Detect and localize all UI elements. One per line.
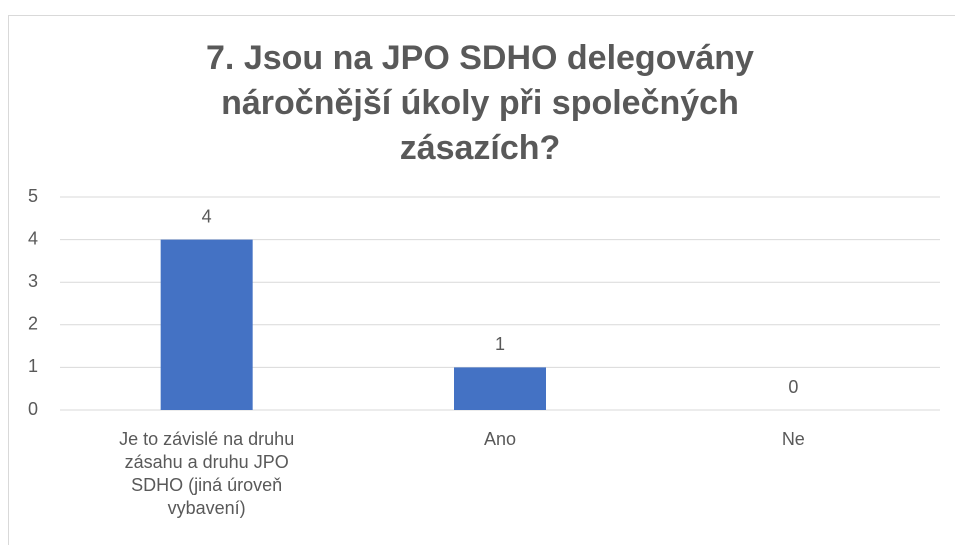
chart-frame — [8, 15, 955, 545]
data-label: 4 — [202, 206, 212, 226]
data-label: 1 — [495, 334, 505, 354]
chart-title: 7. Jsou na JPO SDHO delegovány náročnějš… — [206, 39, 754, 167]
bar — [454, 367, 546, 410]
x-tick-label: Je to závislé na druhu zásahu a druhu JP… — [119, 429, 295, 518]
y-tick-label: 5 — [28, 186, 38, 206]
bar — [160, 239, 253, 410]
y-tick-label: 3 — [28, 271, 38, 291]
data-label: 0 — [788, 377, 798, 397]
x-tick-label: Ano — [483, 429, 517, 449]
y-tick-label: 0 — [28, 399, 38, 419]
y-tick-label: 4 — [28, 228, 38, 248]
x-tick-label: Ne — [781, 429, 805, 449]
y-tick-label: 2 — [28, 314, 38, 334]
y-tick-label: 1 — [28, 356, 38, 376]
